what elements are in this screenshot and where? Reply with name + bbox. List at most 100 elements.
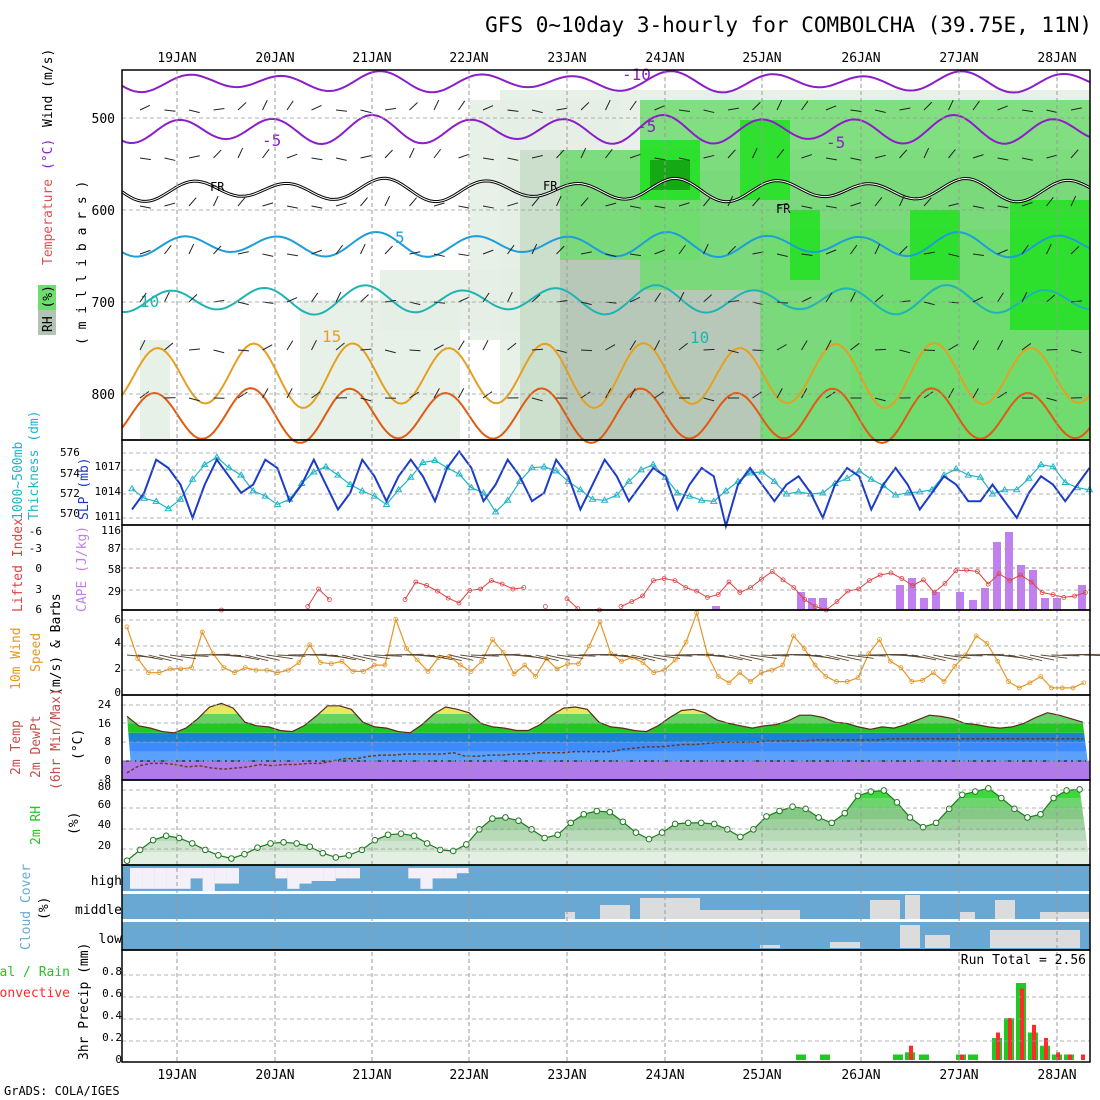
cloud-low-bar — [990, 930, 1080, 948]
contour-label: 5 — [395, 228, 405, 247]
date-label-bottom: 27JAN — [939, 1068, 978, 1083]
wind10-label: 10m Wind — [9, 627, 24, 690]
cape-tick: 116 — [101, 524, 121, 537]
rh-shading-region — [380, 270, 520, 330]
cloud-mid-bar — [870, 900, 900, 920]
cloud-high-bar — [445, 868, 457, 878]
thickness-tick: 576 — [60, 446, 80, 459]
li-tick: -3 — [29, 542, 42, 555]
rh2m-point — [646, 836, 652, 842]
precip-conv-bar — [909, 1046, 913, 1060]
rh2m-point — [698, 820, 704, 826]
cape-bar — [920, 598, 928, 610]
precip-conv-bar — [960, 1055, 964, 1061]
cloud-mid-bar — [640, 898, 700, 920]
precip-tick: 0.8 — [102, 965, 122, 978]
date-label-top: 25JAN — [742, 51, 781, 66]
rh2m-point — [372, 837, 378, 843]
rh2m-label: 2m RH — [29, 806, 44, 845]
li-tick: -6 — [29, 525, 42, 538]
cloud-high-bar — [324, 868, 336, 881]
temperature-axis-label: Temperature — [41, 179, 56, 265]
cloud-high-bar — [178, 868, 190, 889]
wind10-tick: 0 — [114, 686, 121, 699]
cloud-cover-unit: (%) — [37, 897, 52, 920]
minmax-label: (6hr Min/Max) — [49, 688, 64, 790]
wind10-tick: 4 — [114, 636, 121, 649]
date-label-top: 21JAN — [352, 51, 391, 66]
contour-label: FR — [210, 180, 225, 194]
cloud-high-bar — [191, 868, 203, 878]
date-label-top: 28JAN — [1037, 51, 1076, 66]
rh2m-point — [281, 840, 287, 846]
cape-tick: 29 — [108, 585, 121, 598]
meteogram-chart: GFS 0~10day 3-hourly for COMBOLCHA (39.7… — [0, 0, 1100, 1100]
wind10-tick: 2 — [114, 662, 121, 675]
cloud-mid-bar — [600, 905, 630, 920]
rh2m-point — [229, 856, 235, 862]
rh2m-point — [868, 789, 874, 795]
rh2m-point — [1025, 815, 1031, 821]
rh2m-point — [398, 831, 404, 837]
rh2m-point — [516, 818, 522, 824]
rh2m-point — [907, 815, 913, 821]
cloud-high-bar — [203, 868, 215, 894]
rh2m-point — [959, 792, 965, 798]
wind10-tick: 6 — [114, 613, 121, 626]
rh2m-point — [1077, 787, 1083, 793]
cloud-low-bar — [830, 942, 860, 948]
rh2m-point — [294, 841, 300, 847]
slp-label: SLP (mb) — [77, 457, 92, 520]
rh2m-point — [933, 820, 939, 826]
rh2m-point — [346, 852, 352, 858]
cloud-high-bar — [457, 868, 469, 873]
rh2m-point — [777, 808, 783, 814]
contour-label: -10 — [622, 65, 651, 84]
rh2m-point — [216, 852, 222, 858]
li-tick: 6 — [35, 603, 42, 616]
cloud-level-label: middle — [75, 903, 122, 918]
slp-tick: 1014 — [95, 485, 122, 498]
cloud-high-bar — [215, 868, 227, 884]
upper-wind-barb — [581, 350, 592, 351]
temp2m-tick: 8 — [104, 735, 111, 748]
rh2m-point — [738, 834, 744, 840]
rh2m-point — [607, 809, 613, 815]
cape-bar — [1017, 565, 1025, 610]
rh2m-point — [816, 815, 822, 821]
precip-axis-label: 3hr Precip (mm) — [77, 943, 92, 1060]
contour-label: -5 — [637, 117, 656, 136]
rh-shading-region — [790, 210, 820, 280]
rh2m-point — [320, 850, 326, 856]
rh2m-point — [672, 821, 678, 827]
date-label-bottom: 19JAN — [157, 1068, 196, 1083]
temp-band — [122, 752, 1090, 761]
cloud-mid-bar — [700, 910, 800, 920]
rh2m-point — [359, 847, 365, 853]
rh2m-point — [711, 821, 717, 827]
rh-shading-region — [910, 210, 960, 280]
cloud-low-bar — [925, 935, 950, 948]
cape-bar — [981, 588, 989, 610]
chart-title: GFS 0~10day 3-hourly for COMBOLCHA (39.7… — [485, 13, 1092, 37]
rh2m-point — [255, 845, 261, 851]
precip-run-total: Run Total = 2.56 — [961, 953, 1086, 968]
rh-shading-region — [1010, 200, 1090, 330]
date-label-top: 19JAN — [157, 51, 196, 66]
rh2m-point — [972, 789, 978, 795]
dewpt2m-label: 2m DewPt — [29, 715, 44, 778]
cloud-mid-bar — [995, 900, 1015, 920]
footer-credit: GrADS: COLA/IGES — [4, 1084, 120, 1098]
rh2m-point — [464, 842, 470, 848]
rh2m-point — [855, 793, 861, 799]
rh2m-point — [268, 841, 274, 847]
rh2m-point — [1064, 788, 1070, 794]
rh2m-point — [307, 844, 313, 850]
cape-bar — [969, 600, 977, 610]
precip-total-bar — [820, 1055, 830, 1061]
rh2m-point — [581, 811, 587, 817]
rh2m-point — [424, 841, 430, 847]
rh2m-tick: 40 — [98, 818, 111, 831]
rh2m-tick: 80 — [98, 780, 111, 793]
